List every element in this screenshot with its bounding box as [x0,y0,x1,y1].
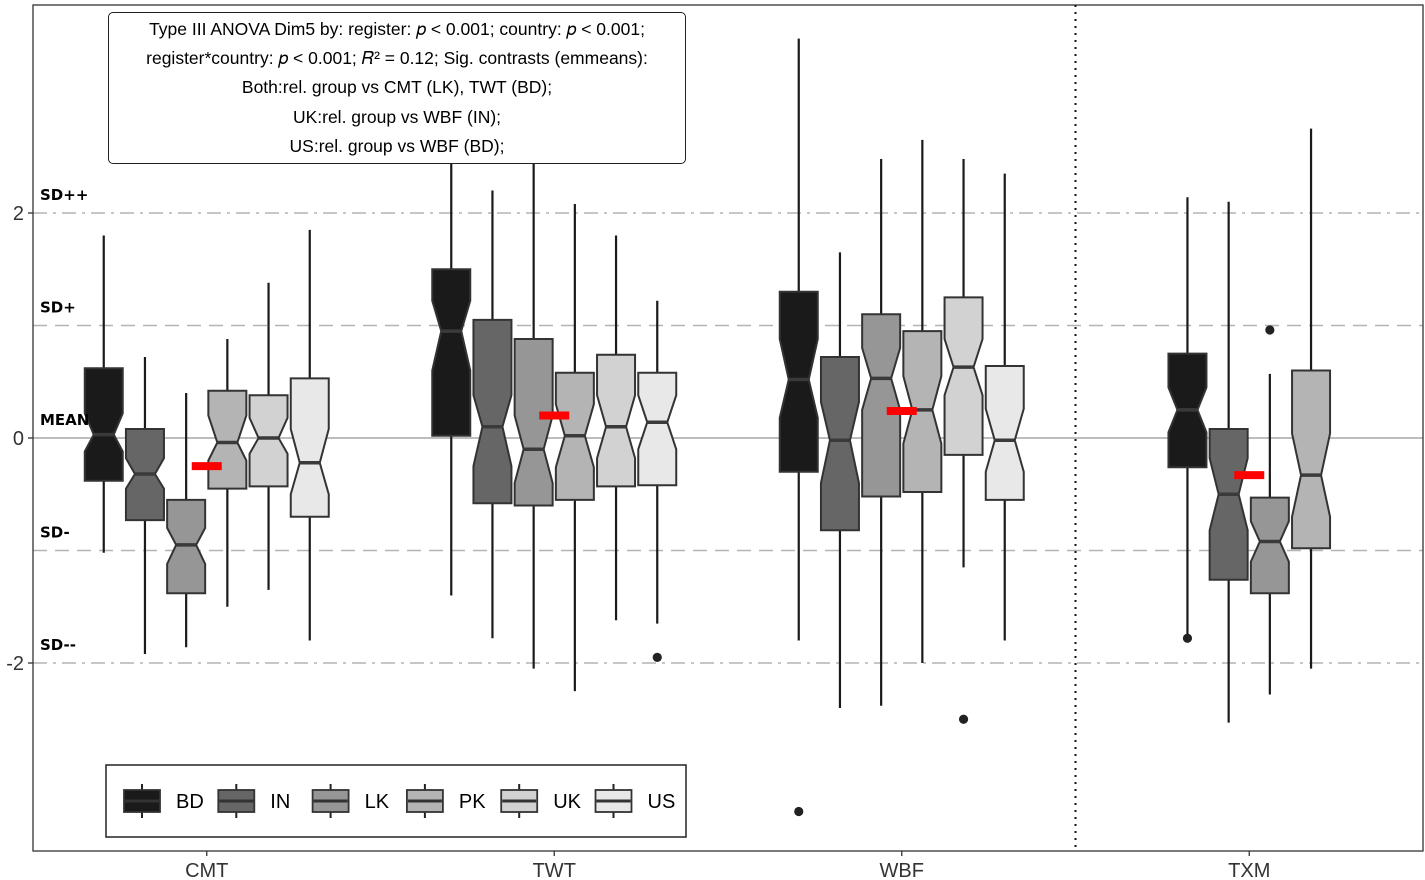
box-CMT-US [289,229,330,641]
boxes [83,38,1332,817]
legend-item-US: US [594,784,676,818]
box-body [513,338,554,507]
box-TWT-IN [472,190,513,639]
box-WBF-US [984,173,1025,641]
y-tick-label: 2 [13,203,24,225]
outlier-point [794,806,804,817]
box-TXM-BD [1167,197,1208,643]
box-body [984,365,1025,501]
ref-line-label: SD- [40,524,70,542]
annotation-line: US:rel. group vs WBF (BD); [289,135,505,156]
legend-label: PK [459,791,486,813]
mean-markers [191,407,1265,480]
anova-annotation: Type III ANOVA Dim5 by: register: 𝑝 < 0.… [108,12,686,164]
ref-line-label: SD-- [40,636,76,654]
plot-frame [32,4,1424,852]
legend-item-PK: PK [405,784,486,818]
annotation-line: UK:rel. group vs WBF (IN); [292,106,502,127]
box-TXM-IN [1208,201,1249,723]
annotation-line: register*country: 𝑝 < 0.001; 𝑅² = 0.12; … [146,48,648,69]
legend-frame [105,764,687,838]
box-CMT-UK [248,282,289,590]
box-body [248,394,289,488]
box-body [431,268,472,437]
box-WBF-LK [861,159,902,706]
outlier-point [1265,325,1275,335]
legend-label: BD [176,791,204,813]
box-body [596,353,637,488]
box-body [1208,428,1249,581]
outlier-point [958,714,969,724]
outlier-point [1182,633,1193,643]
box-CMT-LK [166,393,207,648]
box-TWT-BD [431,162,472,596]
legend-item-BD: BD [123,784,204,818]
legend: BD IN LK PK UK US [105,764,687,838]
box-TWT-UK [596,235,637,621]
box-CMT-IN [124,357,165,654]
box-WBF-BD [778,38,819,817]
ref-line-label: SD+ [40,299,76,317]
box-body [637,371,678,487]
legend-item-IN: IN [217,784,290,818]
box-body [207,389,248,490]
legend-label: LK [365,791,390,813]
ref-line-label: SD++ [40,186,88,204]
box-body [472,318,513,505]
box-body [83,367,124,482]
axis-labels: SD++ SD+ MEAN SD- SD-- -2 0 2 CMT TWT WBF TXM [6,186,1270,880]
box-body [289,377,330,518]
legend-label: UK [553,791,581,813]
box-body [819,356,860,532]
outlier-point [652,652,662,662]
y-tick-label: 0 [13,428,24,450]
mean-marker-TXM [1234,471,1265,480]
y-tick-label: -2 [6,653,24,675]
ref-line-label: MEAN [40,411,89,429]
box-TWT-LK [513,162,554,669]
axes [28,4,1424,856]
legend-item-LK: LK [311,784,390,818]
box-body [1249,496,1290,595]
x-tick-label: TXM [1228,860,1270,880]
box-TXM-LK [1249,325,1290,695]
box-CMT-BD [83,235,124,553]
box-body [943,296,984,456]
box-WBF-IN [819,252,860,708]
legend-label: US [648,791,676,813]
box-TWT-PK [554,204,595,692]
box-WBF-PK [902,139,943,663]
legend-label: IN [270,791,290,813]
annotation-line: Both:rel. group vs CMT (LK), TWT (BD); [241,77,553,98]
box-WBF-UK [943,159,984,724]
mean-marker-TWT [539,411,570,420]
box-CMT-PK [207,339,248,607]
annotation-line: Type III ANOVA Dim5 by: register: 𝑝 < 0.… [149,19,645,40]
legend-item-UK: UK [500,784,582,818]
x-tick-label: TWT [533,860,576,880]
mean-marker-WBF [886,407,917,415]
mean-marker-CMT [191,462,222,471]
box-TWT-US [637,300,678,662]
x-tick-label: WBF [880,860,924,880]
box-body [861,313,902,498]
x-tick-label: CMT [185,860,228,880]
box-body [778,290,819,473]
box-TXM-PK [1291,128,1332,669]
box-body [1291,369,1332,550]
